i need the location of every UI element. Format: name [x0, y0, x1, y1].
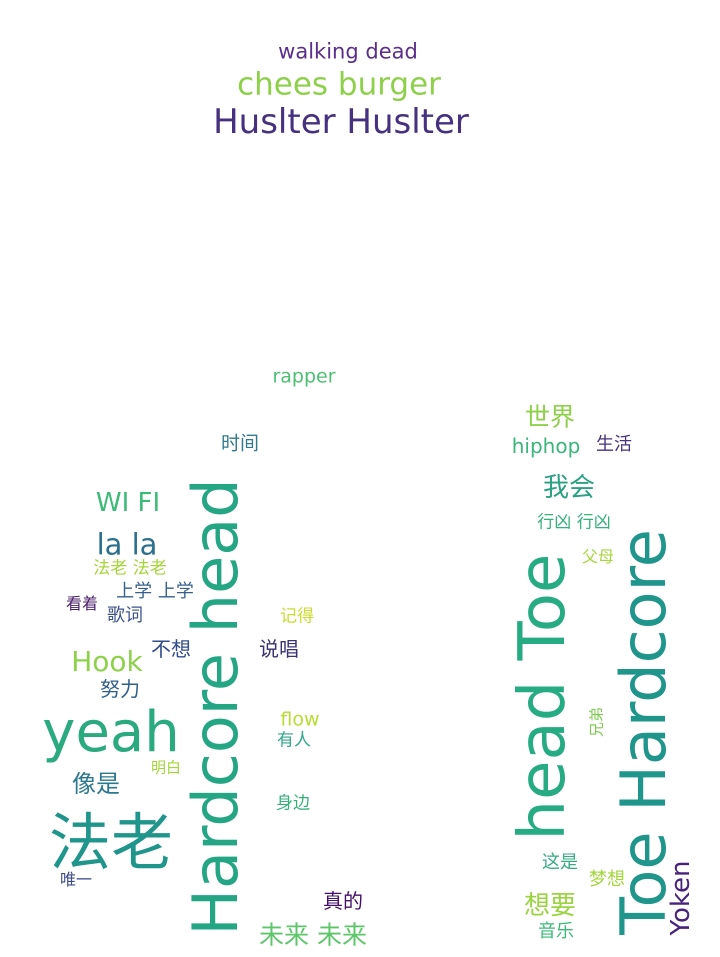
word-fumu: 父母 [581, 547, 615, 566]
word-xiongdi: 兄弟 [587, 706, 606, 738]
word-hiphop: hiphop [511, 434, 581, 458]
word-shijie: 世界 [524, 402, 576, 432]
word-yeah: yeah [42, 700, 180, 765]
word-la-la: la la [96, 527, 158, 562]
word-xingxiong: 行凶 行凶 [537, 512, 611, 533]
word-nuli: 努力 [100, 677, 140, 701]
word-weiyi: 唯一 [59, 870, 93, 889]
word-zhende: 真的 [323, 889, 363, 913]
word-walking-dead: walking dead [278, 39, 418, 64]
word-huslter-huslter: Huslter Huslter [213, 102, 469, 142]
word-falao-falao: 法老 法老 [93, 558, 167, 579]
word-yinyue: 音乐 [538, 921, 574, 942]
word-shuochang: 说唱 [259, 637, 299, 661]
word-kanzhe: 看着 [65, 594, 99, 613]
word-head-toe: head Toe [506, 553, 580, 841]
word-buxiang: 不想 [151, 637, 191, 661]
word-wi-fi: WI FI [95, 488, 161, 518]
word-xiangshi: 像是 [72, 770, 120, 798]
word-mingbai: 明白 [150, 758, 182, 777]
word-xiangyao: 想要 [523, 891, 577, 921]
word-shenghuo: 生活 [596, 434, 632, 455]
word-shenbian: 身边 [276, 793, 310, 814]
word-wohui: 我会 [542, 473, 596, 503]
word-flow: flow [280, 708, 320, 731]
word-mengxiang: 梦想 [589, 869, 625, 890]
word-geci: 歌词 [107, 605, 143, 626]
word-shangxue: 上学 上学 [116, 581, 194, 602]
word-jide: 记得 [280, 606, 314, 627]
word-youren: 有人 [277, 730, 311, 751]
word-hook: Hook [71, 645, 143, 678]
word-falao-large: 法老 [48, 806, 174, 879]
word-rapper: rapper [272, 365, 336, 388]
word-yoken: Yoken [666, 860, 696, 936]
word-shijian: 时间 [220, 432, 260, 455]
word-chees-burger: chees burger [237, 66, 441, 103]
word-weilai: 未来 未来 [259, 920, 367, 950]
word-hardcore-head: Hardcore head [179, 478, 252, 936]
word-zheshi: 这是 [542, 852, 578, 873]
